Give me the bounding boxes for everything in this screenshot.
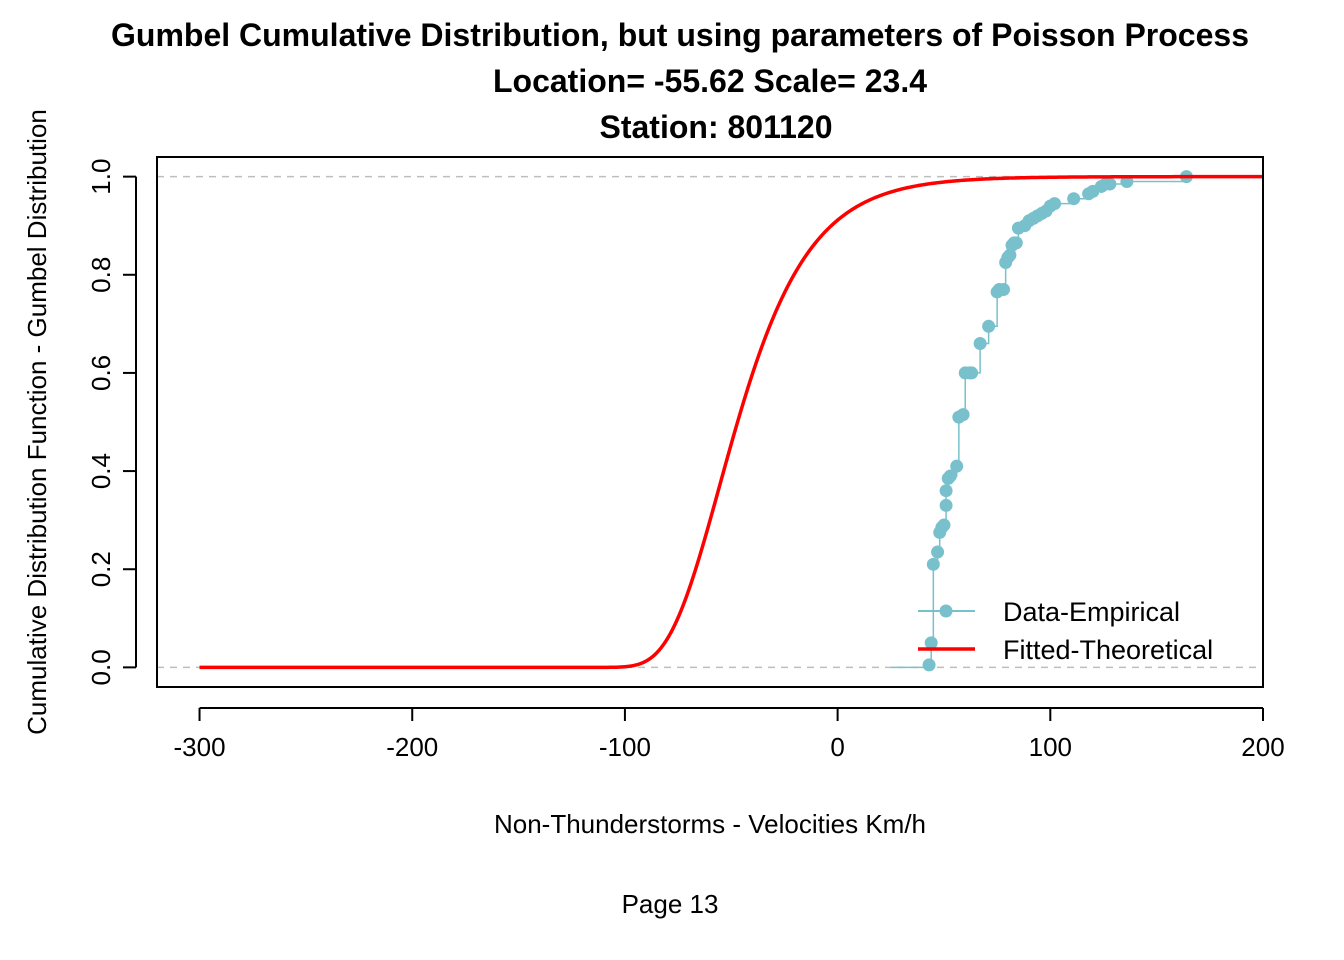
- legend-empirical-label: Data-Empirical: [1003, 597, 1180, 627]
- x-tick-label: 100: [1029, 732, 1072, 762]
- empirical-point: [1067, 192, 1081, 206]
- empirical-point: [939, 484, 953, 498]
- empirical-point: [939, 498, 953, 512]
- chart-subtitle-parameters: Location= -55.62 Scale= 23.4: [493, 63, 927, 99]
- empirical-point: [1009, 236, 1023, 250]
- x-tick-label: 200: [1241, 732, 1284, 762]
- x-tick-label: -100: [599, 732, 651, 762]
- x-tick-label: -300: [174, 732, 226, 762]
- empirical-step-line: [890, 176, 1188, 669]
- empirical-point: [973, 336, 987, 350]
- empirical-point: [924, 636, 938, 650]
- legend-empirical-marker: [939, 604, 953, 618]
- page-footer: Page 13: [622, 889, 719, 919]
- y-tick-label: 1.0: [86, 159, 116, 195]
- empirical-point: [922, 658, 936, 672]
- empirical-point: [931, 545, 945, 559]
- plot-frame: [156, 156, 1264, 688]
- x-tick-label: -200: [386, 732, 438, 762]
- y-tick-label: 0.6: [86, 355, 116, 391]
- empirical-point: [982, 319, 996, 333]
- empirical-point: [937, 518, 951, 532]
- empirical-point: [1103, 177, 1117, 191]
- y-tick-label: 0.0: [86, 649, 116, 685]
- legend-theoretical-label: Fitted-Theoretical: [1003, 635, 1213, 665]
- theoretical-cdf-line: [199, 174, 1263, 670]
- empirical-point: [926, 557, 940, 571]
- chart-subtitle-station: Station: 801120: [600, 109, 833, 145]
- empirical-point: [943, 469, 957, 483]
- empirical-point: [1003, 248, 1017, 262]
- y-tick-label: 0.4: [86, 453, 116, 489]
- chart-title: Gumbel Cumulative Distribution, but usin…: [111, 17, 1249, 53]
- empirical-point: [965, 366, 979, 380]
- x-axis: -300 -200 -100 0 100 200: [174, 707, 1285, 762]
- x-tick-label: 0: [830, 732, 844, 762]
- y-axis-label: Cumulative Distribution Function - Gumbe…: [22, 109, 52, 735]
- x-axis-label: Non-Thunderstorms - Velocities Km/h: [494, 809, 926, 839]
- empirical-point: [950, 459, 964, 473]
- empirical-point: [956, 408, 970, 422]
- y-axis: 0.0 0.2 0.4 0.6 0.8 1.0: [86, 159, 137, 685]
- y-tick-label: 0.8: [86, 257, 116, 293]
- y-tick-label: 0.2: [86, 551, 116, 587]
- legend: Data-Empirical Fitted-Theoretical: [918, 597, 1213, 665]
- plot-layer: [157, 170, 1263, 672]
- empirical-point: [1048, 197, 1062, 211]
- empirical-point: [997, 283, 1011, 296]
